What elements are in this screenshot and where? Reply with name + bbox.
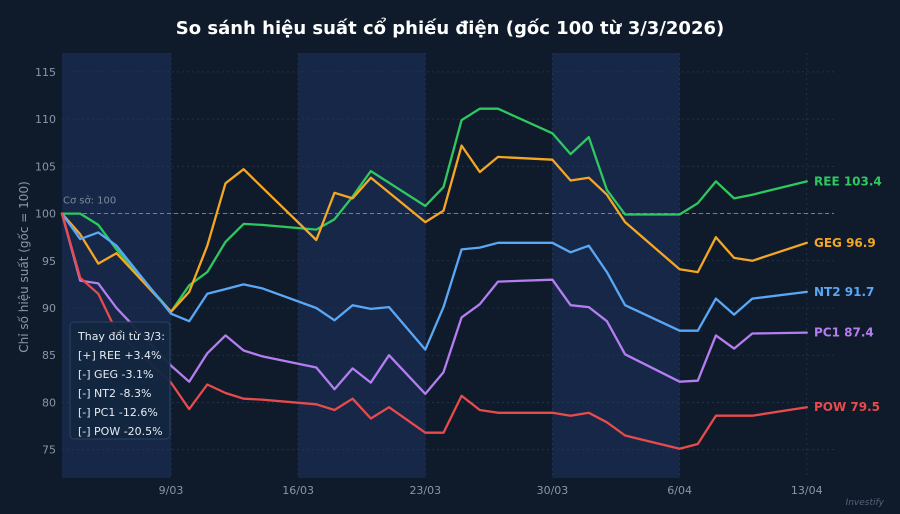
summary-box: Thay đổi từ 3/3: [+] REE +3.4% [-] GEG -3.… xyxy=(69,321,171,440)
x-tick-label: 16/03 xyxy=(282,484,314,497)
series-line-ree xyxy=(60,107,808,313)
y-tick-label: 100 xyxy=(35,208,56,221)
summary-title: Thay đổi từ 3/3: xyxy=(77,330,165,343)
series-line-geg xyxy=(60,144,808,313)
y-tick-label: 110 xyxy=(35,113,56,126)
end-label-pow: POW 79.5 xyxy=(814,400,880,414)
y-tick-label: 85 xyxy=(42,349,56,362)
series-line-nt2 xyxy=(60,212,808,351)
x-tick-label: 30/03 xyxy=(537,484,569,497)
summary-line: [+] REE +3.4% xyxy=(78,349,162,362)
week-bands xyxy=(62,53,680,478)
y-tick-label: 115 xyxy=(35,66,56,79)
y-tick-label: 90 xyxy=(42,302,56,315)
summary-line: [-] GEG -3.1% xyxy=(78,368,153,381)
end-label-ree: REE 103.4 xyxy=(814,174,882,188)
end-label-nt2: NT2 91.7 xyxy=(814,285,874,299)
summary-box-frame xyxy=(69,321,171,440)
x-tick-label: 23/03 xyxy=(409,484,441,497)
end-label-geg: GEG 96.9 xyxy=(814,236,876,250)
y-tick-label: 80 xyxy=(42,396,56,409)
end-labels: REE 103.4 GEG 96.9 NT2 91.7 PC1 87.4 POW 79.… xyxy=(814,174,882,414)
y-axis-ticks: 75 80 85 90 95 100 105 110 115 xyxy=(35,66,56,457)
summary-line: [-] PC1 -12.6% xyxy=(78,406,158,419)
end-label-pc1: PC1 87.4 xyxy=(814,326,874,340)
x-tick-label: 9/03 xyxy=(159,484,184,497)
y-tick-label: 105 xyxy=(35,160,56,173)
x-tick-label: 6/04 xyxy=(667,484,692,497)
summary-line: [-] NT2 -8.3% xyxy=(78,387,151,400)
week-band-1 xyxy=(298,53,426,478)
week-band-2 xyxy=(552,53,680,478)
summary-line: [-] POW -20.5% xyxy=(78,425,163,438)
x-tick-label: 13/04 xyxy=(791,484,823,497)
series-line-pc1 xyxy=(60,212,808,396)
baseline-label: Cơ sở: 100 xyxy=(63,195,116,207)
x-axis-ticks: 9/03 16/03 23/03 30/03 6/04 13/04 xyxy=(159,484,823,497)
y-tick-label: 75 xyxy=(42,444,56,457)
baseline-group: Cơ sở: 100 xyxy=(62,195,834,215)
y-axis-label: Chỉ số hiệu suất (gốc = 100) xyxy=(17,181,31,353)
chart-title: So sánh hiệu suất cổ phiếu điện (gốc 100… xyxy=(176,17,724,39)
series-lines xyxy=(60,107,808,450)
y-tick-label: 95 xyxy=(42,255,56,268)
series-line-pow xyxy=(60,212,808,450)
watermark: Investify xyxy=(846,498,885,508)
